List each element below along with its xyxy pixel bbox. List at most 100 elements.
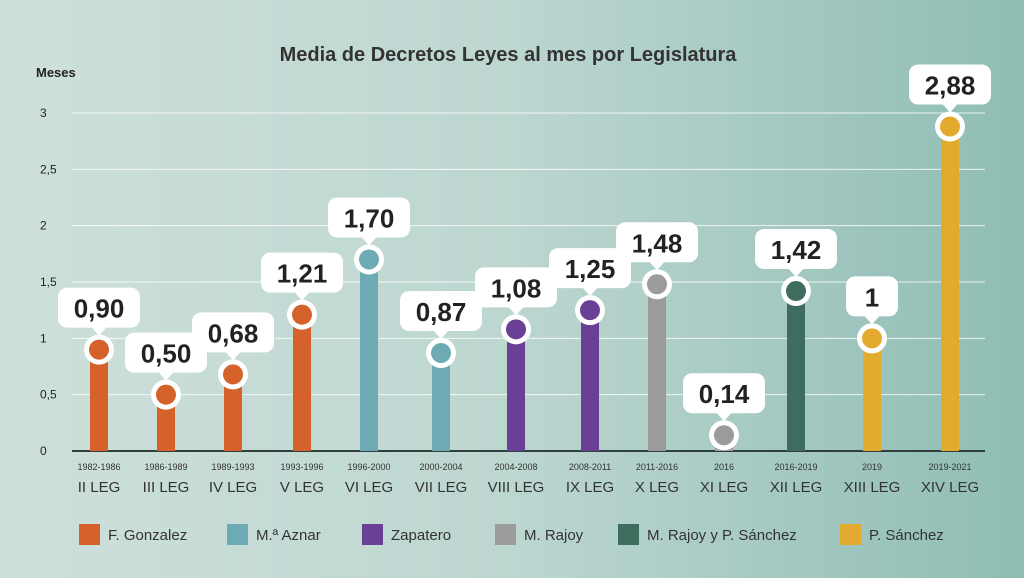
x-period-label: 1986-1989 [144,462,187,472]
y-tick-label: 3 [40,106,47,120]
data-label-bubble: 2,88 [909,64,991,113]
data-label: 0,14 [699,379,750,409]
legend-item: Zapatero [362,524,451,545]
data-label-bubble: 1,21 [261,252,343,301]
bar-marker-dot [940,116,960,137]
bar-marker-dot [359,249,379,270]
data-label-bubble: 0,87 [400,290,482,339]
x-period-label: 2016 [714,462,734,472]
legend-item: M.ª Aznar [227,524,321,545]
data-label-bubble: 0,90 [58,287,140,336]
x-tick-label: X LEG [635,479,679,496]
legend-item: P. Sánchez [840,524,944,545]
y-tick-label: 1,5 [40,275,57,289]
bar [581,310,599,451]
data-label: 1,08 [491,273,542,303]
legend-swatch [840,524,861,545]
bar-marker-dot [506,319,526,340]
chart-title: Media de Decretos Leyes al mes por Legis… [280,44,738,66]
data-label-bubble: 1,48 [616,222,698,271]
data-label-bubble: 1,42 [755,229,837,278]
x-period-label: 2011-2016 [636,462,678,472]
data-label: 0,90 [74,294,125,324]
bar-marker-dot [580,300,600,321]
y-axis-label: Meses [36,65,76,80]
x-tick-label: XI LEG [700,479,748,496]
x-period-label: 2004-2008 [494,462,537,472]
data-label: 2,88 [925,71,976,101]
legend-swatch [362,524,383,545]
data-label-bubble: 1 [846,276,898,325]
x-tick-label: II LEG [78,479,121,496]
bar [360,259,378,451]
bar-marker-dot [292,304,312,325]
x-period-label: 1993-1996 [280,462,323,472]
bar [787,291,805,451]
bar [432,352,450,451]
data-label-bubble: 1,70 [328,197,410,246]
data-label: 1,48 [632,228,683,258]
x-period-label: 2019-2021 [928,462,971,472]
bar-marker-dot [89,339,109,360]
legend-swatch [618,524,639,545]
data-label-bubble: 0,50 [125,332,207,381]
x-period-label: 1996-2000 [347,462,390,472]
data-label: 1,21 [277,259,328,289]
legend-label: F. Gonzalez [108,527,187,544]
x-period-label: 1982-1986 [77,462,120,472]
bar-marker-dot [156,384,176,405]
data-label: 0,68 [208,318,259,348]
x-tick-label: XIV LEG [921,479,979,496]
legend-item: M. Rajoy y P. Sánchez [618,524,797,545]
data-label-bubble: 1,08 [475,267,557,316]
legend-label: M.ª Aznar [256,527,321,544]
x-tick-label: IV LEG [209,479,257,496]
x-period-label: 2019 [862,462,882,472]
bar-marker-dot [862,328,882,349]
legend-label: M. Rajoy y P. Sánchez [647,527,797,544]
x-tick-label: XIII LEG [844,479,901,496]
bar-marker-dot [223,364,243,385]
y-tick-label: 2,5 [40,162,57,176]
x-tick-label: VIII LEG [488,479,545,496]
data-label-bubble: 0,68 [192,312,274,361]
x-period-label: 2000-2004 [419,462,462,472]
legend-item: F. Gonzalez [79,524,187,545]
bar [863,338,881,451]
bar [224,374,242,451]
x-tick-label: III LEG [143,479,190,496]
x-tick-label: IX LEG [566,479,614,496]
y-tick-label: 0,5 [40,388,57,402]
x-period-label: 1989-1993 [211,462,254,472]
bar-marker-dot [786,281,806,302]
legend-label: Zapatero [391,527,451,544]
data-label: 1,42 [771,235,822,265]
legend-item: M. Rajoy [495,524,584,545]
data-label: 0,87 [416,297,467,327]
x-tick-label: V LEG [280,479,324,496]
data-label: 1 [865,282,879,312]
legend-label: P. Sánchez [869,527,944,544]
data-label: 1,25 [565,254,616,284]
x-period-label: 2016-2019 [774,462,817,472]
bar [941,126,959,452]
data-label-bubble: 1,25 [549,248,631,297]
data-label: 1,70 [344,203,395,233]
legend-label: M. Rajoy [524,527,584,544]
data-label-bubble: 0,14 [683,373,765,422]
bar [90,349,108,451]
bar [648,284,666,451]
legend-swatch [79,524,100,545]
y-tick-label: 0 [40,444,47,458]
y-tick-label: 1 [40,331,47,345]
y-tick-label: 2 [40,219,47,233]
x-tick-label: XII LEG [770,479,823,496]
x-tick-label: VII LEG [415,479,468,496]
bar-marker-dot [714,425,734,446]
data-label: 0,50 [141,339,192,369]
legend-swatch [227,524,248,545]
bar-marker-dot [647,274,667,295]
legend-swatch [495,524,516,545]
x-tick-label: VI LEG [345,479,393,496]
